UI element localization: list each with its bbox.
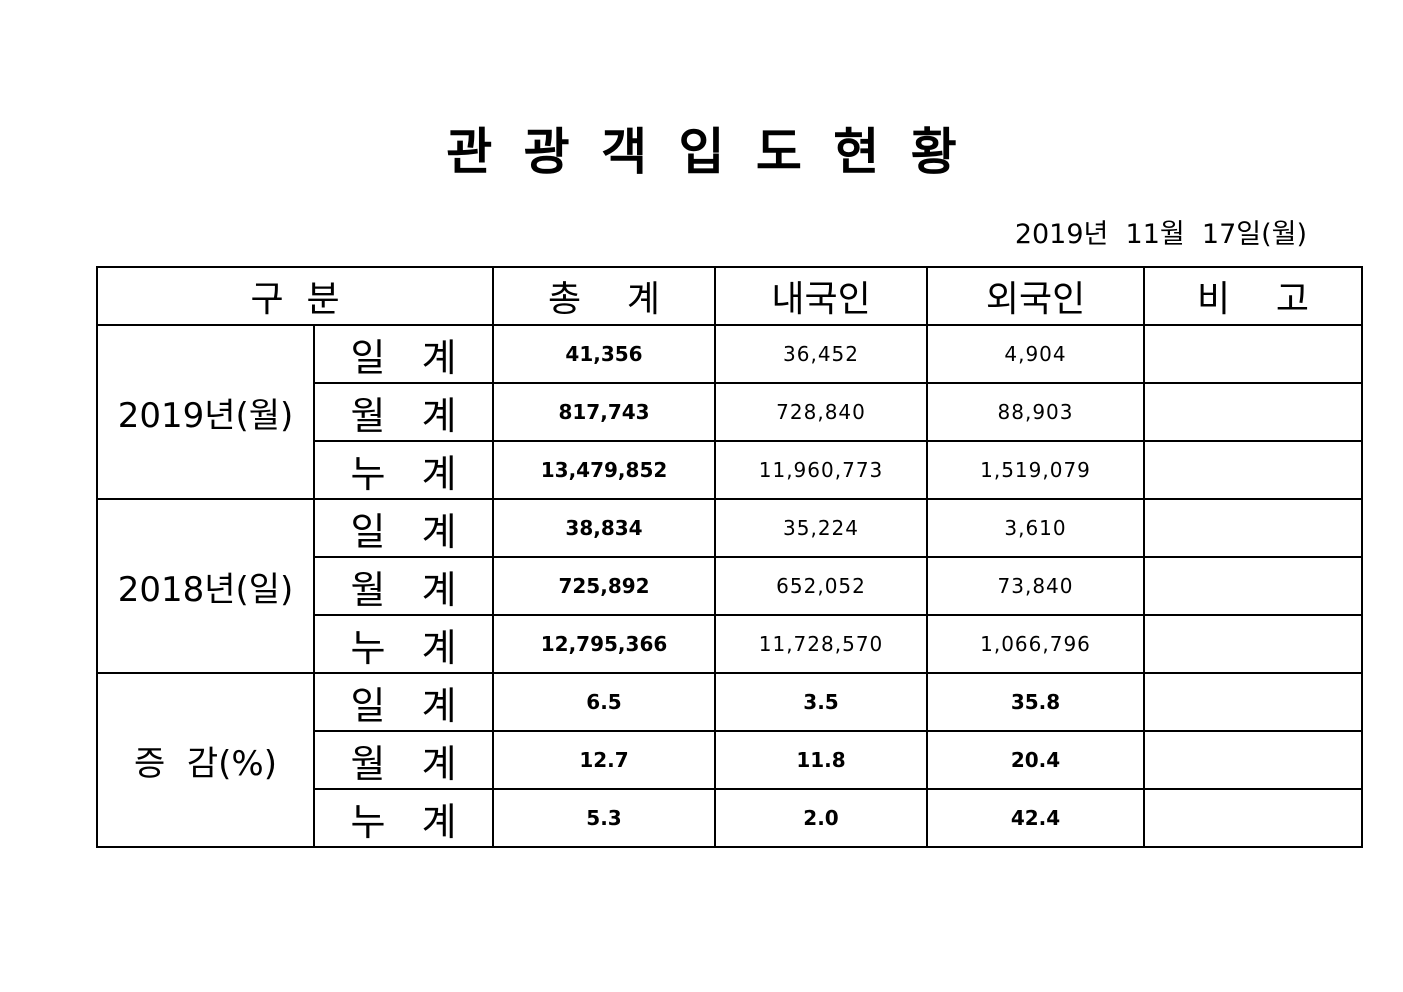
note-cell [1143, 440, 1364, 500]
group-label: 2019년(월) [96, 324, 315, 500]
value-cell: 725,892 [492, 556, 717, 616]
value-cell: 2.0 [714, 788, 929, 848]
row: 누 계 13,479,852 11,960,773 1,519,079 [97, 440, 1364, 500]
row: 증 감(%) 일 계 6.5 3.5 35.8 [96, 672, 1364, 848]
note-cell [1143, 498, 1364, 558]
value-cell: 3.5 [714, 672, 929, 732]
group-label: 증 감(%) [96, 672, 315, 848]
group-label: 2018년(일) [96, 498, 315, 674]
row-label: 일 계 [312, 324, 495, 384]
date: 2019년 11월 17일(월) [1014, 219, 1307, 250]
note-cell [1143, 788, 1364, 848]
row-label: 누 계 [312, 614, 495, 674]
row-label: 월 계 [312, 556, 495, 616]
row: 월 계 725,892 652,052 73,840 [97, 556, 1364, 616]
column-header: 내국인 [714, 266, 929, 326]
row-label: 일 계 [312, 498, 495, 558]
value-cell: 1,519,079 [926, 440, 1146, 500]
value-cell: 88,903 [926, 382, 1146, 442]
row-label: 누 계 [312, 788, 495, 848]
column-header: 구 분 [95, 266, 495, 326]
row-label: 누 계 [312, 440, 495, 500]
value-cell: 35,224 [714, 498, 929, 558]
value-cell: 6.5 [492, 672, 717, 732]
note-cell [1143, 382, 1364, 442]
row-label: 월 계 [312, 730, 495, 790]
value-cell: 3,610 [926, 498, 1146, 558]
value-cell: 20.4 [926, 730, 1146, 790]
note-cell [1143, 672, 1364, 732]
note-cell [1143, 556, 1364, 616]
value-cell: 5.3 [492, 788, 717, 848]
column-header: 총 계 [492, 266, 717, 326]
note-cell [1143, 614, 1364, 674]
row: 누 계 12,795,366 11,728,570 1,066,796 [97, 614, 1364, 674]
row: 월 계 817,743 728,840 88,903 [97, 382, 1364, 442]
value-cell: 36,452 [714, 324, 929, 384]
row: 월 계 12.7 11.8 20.4 [97, 730, 1364, 790]
row: 2018년(일) 일 계 38,834 35,224 3,610 [96, 498, 1364, 674]
value-cell: 11.8 [714, 730, 929, 790]
value-cell: 41,356 [492, 324, 717, 384]
row: 2019년(월) 일 계 41,356 36,452 4,904 [96, 324, 1364, 500]
value-cell: 11,728,570 [714, 614, 929, 674]
value-cell: 652,052 [714, 556, 929, 616]
title: 관 광 객 입 도 현 황 [446, 123, 957, 181]
column-header: 외국인 [926, 266, 1146, 326]
note-cell [1143, 730, 1364, 790]
row: 누 계 5.3 2.0 42.4 [97, 788, 1364, 848]
value-cell: 12.7 [492, 730, 717, 790]
value-cell: 35.8 [926, 672, 1146, 732]
value-cell: 42.4 [926, 788, 1146, 848]
row-label: 일 계 [312, 672, 495, 732]
value-cell: 4,904 [926, 324, 1146, 384]
value-cell: 73,840 [926, 556, 1146, 616]
row-label: 월 계 [312, 382, 495, 442]
value-cell: 13,479,852 [492, 440, 717, 500]
value-cell: 11,960,773 [714, 440, 929, 500]
value-cell: 817,743 [492, 382, 717, 442]
value-cell: 12,795,366 [492, 614, 717, 674]
note-cell [1143, 324, 1364, 384]
value-cell: 728,840 [714, 382, 929, 442]
column-header: 비 고 [1143, 266, 1364, 326]
value-cell: 38,834 [492, 498, 717, 558]
value-cell: 1,066,796 [926, 614, 1146, 674]
